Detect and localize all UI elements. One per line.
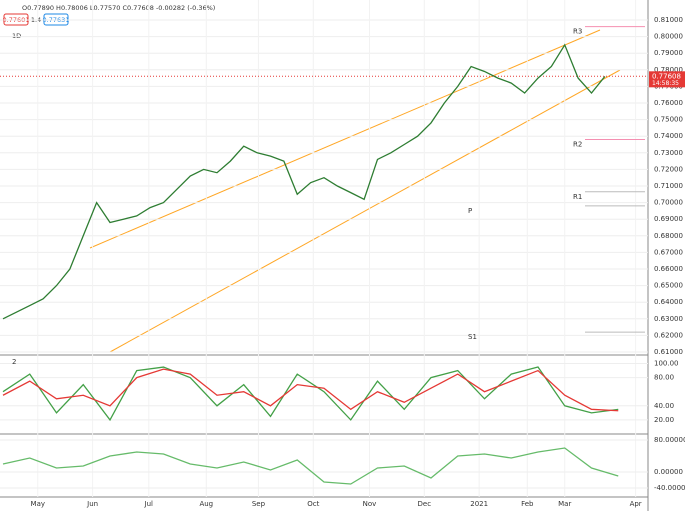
x-tick-label: Apr <box>630 500 642 508</box>
y-tick-label: 0.61000 <box>654 348 683 356</box>
panel-label: 2 <box>12 358 16 366</box>
x-tick-label: Feb <box>521 500 534 508</box>
interval[interactable]: 1D <box>12 32 21 40</box>
pivot-label: R2 <box>573 141 582 149</box>
series-line <box>2 368 619 412</box>
y-tick-label: 0.70000 <box>654 199 683 207</box>
y-tick-label: 0.68000 <box>654 232 683 240</box>
y-tick-label: 0.64000 <box>654 298 683 306</box>
x-tick-label: May <box>31 500 45 508</box>
last-price-label: 0.77608 <box>652 72 681 80</box>
y-tick-label: 0.69000 <box>654 215 683 223</box>
y-tick-label: 0.63000 <box>654 315 683 323</box>
channel-line <box>109 69 621 353</box>
y-tick-label: 80.00 <box>654 374 674 382</box>
x-tick-label: Aug <box>199 500 213 508</box>
y-tick-label: 0.62000 <box>654 331 683 339</box>
pivot-label: P <box>468 207 472 215</box>
y-tick-label: 0.67000 <box>654 248 683 256</box>
y-tick-label: 0.71000 <box>654 182 683 190</box>
last-price-box <box>649 71 685 88</box>
channel-line <box>89 29 601 249</box>
y-tick-label: 0.78000 <box>654 66 683 74</box>
pivot-label: S1 <box>468 333 477 341</box>
y-tick-label: 0.74000 <box>654 132 683 140</box>
y-tick-label: 0.65000 <box>654 282 683 290</box>
y-tick-label: 0.75000 <box>654 116 683 124</box>
series-line <box>2 43 606 320</box>
y-tick-label: 0.66000 <box>654 265 683 273</box>
y-tick-label: 100.00 <box>654 360 679 368</box>
x-tick-label: Oct <box>307 500 319 508</box>
y-tick-label: 0.73000 <box>654 149 683 157</box>
series-line <box>2 447 619 485</box>
ohlc-text: O0.77890 H0.78006 L0.77570 C0.77608 -0.0… <box>22 4 215 12</box>
x-tick-label: Jun <box>86 500 98 508</box>
x-tick-label: Mar <box>558 500 571 508</box>
x-tick-label: 2021 <box>470 500 488 508</box>
last-time-label: 14:58:35 <box>652 80 679 87</box>
y-tick-label: 0.80000 <box>654 33 683 41</box>
x-tick-label: Jul <box>144 500 154 508</box>
x-tick-label: Sep <box>252 500 266 508</box>
y-tick-label: 20.00 <box>654 416 674 424</box>
y-tick-label: 0.76000 <box>654 99 683 107</box>
x-tick-label: Dec <box>418 500 432 508</box>
y-tick-label: 80.00000 <box>654 436 685 444</box>
y-tick-label: 40.00 <box>654 402 674 410</box>
y-tick-label: 0.79000 <box>654 49 683 57</box>
y-tick-label: -40.00000 <box>654 484 685 492</box>
series-line <box>2 366 619 422</box>
pivot-label: R3 <box>573 28 582 36</box>
x-tick-label: Nov <box>363 500 377 508</box>
y-tick-label: 0.81000 <box>654 16 683 24</box>
y-tick-label: 0.00000 <box>654 468 683 476</box>
pivot-label: R1 <box>573 193 582 201</box>
y-tick-label: 0.72000 <box>654 165 683 173</box>
